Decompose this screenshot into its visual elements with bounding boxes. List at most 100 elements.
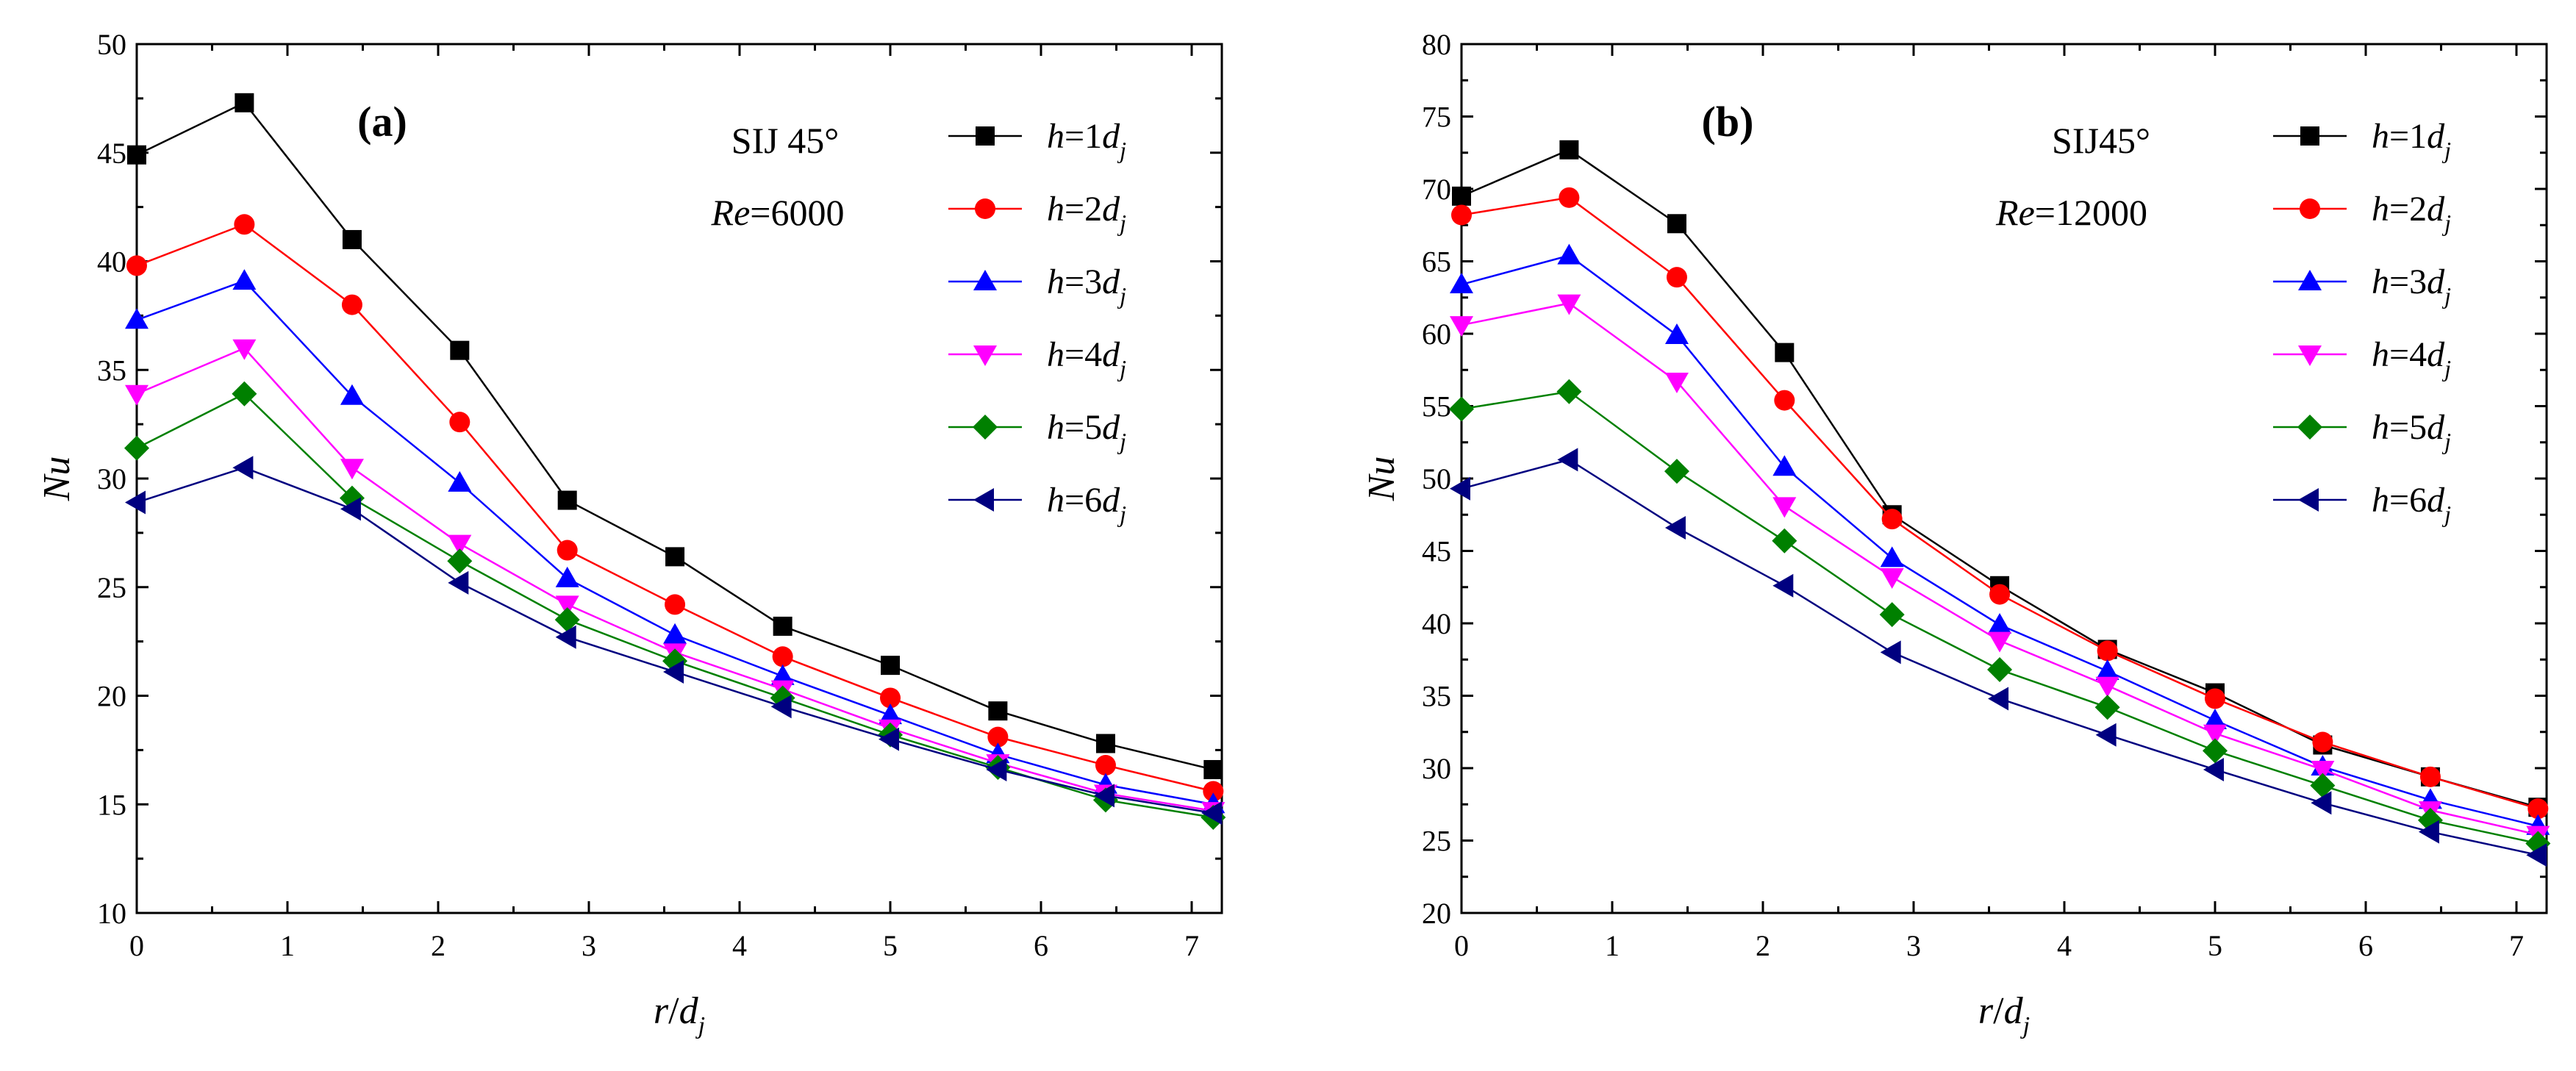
- legend-eq: =2: [1065, 190, 1102, 229]
- legend-marker: [2300, 198, 2320, 219]
- legend-d: d: [2427, 335, 2445, 374]
- data-point: [2203, 724, 2227, 745]
- data-point: [555, 595, 579, 617]
- data-point: [126, 255, 147, 276]
- data-point: [1667, 214, 1686, 234]
- series-4: [1449, 379, 2551, 856]
- x-axis-var: r: [654, 990, 669, 1032]
- legend-entry-3: h=4dj: [2273, 335, 2451, 382]
- legend-d: d: [1102, 190, 1120, 229]
- legend-d: d: [2427, 481, 2445, 520]
- y-tick-label: 25: [97, 571, 126, 604]
- legend-marker: [976, 126, 995, 146]
- legend-eq: =1: [1065, 117, 1102, 156]
- y-tick-label: 65: [1422, 246, 1451, 279]
- annotation-re-value: =12000: [2035, 192, 2147, 233]
- legend-var: h: [1047, 117, 1065, 156]
- data-point: [1556, 379, 1582, 404]
- data-point: [1664, 459, 1689, 484]
- legend-entry-2: h=3dj: [2273, 262, 2451, 309]
- data-point: [2203, 738, 2228, 764]
- data-point: [232, 381, 257, 406]
- data-point: [125, 490, 146, 515]
- data-point: [1880, 640, 1901, 665]
- y-axis-title: Nu: [36, 456, 78, 502]
- y-tick-label: 60: [1422, 318, 1451, 351]
- y-tick-label: 40: [1422, 607, 1451, 640]
- data-point: [341, 294, 362, 315]
- legend-label: h=3dj: [2372, 262, 2451, 309]
- legend-eq: =1: [2389, 117, 2427, 156]
- data-point: [773, 616, 793, 636]
- legend-eq: =3: [1065, 262, 1102, 301]
- y-tick-label: 75: [1422, 101, 1451, 134]
- x-axis-sub: j: [2020, 1012, 2030, 1039]
- x-tick-label: 1: [1605, 929, 1620, 962]
- legend-marker: [2297, 415, 2322, 440]
- series-0: [1452, 140, 2548, 817]
- annotation-re-var: Re: [1995, 192, 2035, 233]
- data-point: [1775, 343, 1795, 362]
- x-tick-label: 2: [1756, 929, 1770, 962]
- data-point: [2205, 688, 2225, 709]
- legend-label: h=5dj: [1047, 408, 1126, 454]
- x-tick-label: 7: [2509, 929, 2524, 962]
- legend-var: h: [2372, 262, 2389, 301]
- legend-entry-1: h=2dj: [2273, 190, 2451, 236]
- x-axis-var: r: [1978, 990, 1994, 1032]
- annotation-re-var: Re: [711, 192, 751, 233]
- series-2: [1450, 243, 2550, 835]
- series-1: [126, 214, 1224, 802]
- data-point: [2097, 640, 2118, 662]
- data-point: [1664, 373, 1689, 394]
- data-point: [1095, 755, 1116, 776]
- legend-var: h: [2372, 190, 2389, 229]
- x-tick-label: 0: [129, 929, 144, 962]
- data-point: [1988, 687, 2009, 711]
- y-tick-label: 20: [97, 680, 126, 713]
- x-tick-label: 6: [1034, 929, 1048, 962]
- legend-var: h: [2372, 408, 2389, 447]
- data-point: [1880, 567, 1904, 589]
- legend-sub: j: [1117, 501, 1126, 527]
- series-5: [125, 456, 1223, 825]
- legend-entry-1: h=2dj: [948, 190, 1126, 236]
- plot-frame: [1460, 43, 2548, 914]
- legend-d: d: [2427, 408, 2445, 447]
- legend-label: h=1dj: [1047, 117, 1126, 163]
- annotation-reynolds: Re=6000: [711, 192, 845, 233]
- legend-eq: =6: [1065, 481, 1102, 520]
- data-point: [2311, 760, 2335, 781]
- legend-label: h=1dj: [2372, 117, 2451, 163]
- data-point: [665, 547, 685, 567]
- data-point: [555, 625, 576, 649]
- data-point: [557, 490, 577, 510]
- legend-marker: [2298, 270, 2322, 290]
- legend-entry-5: h=6dj: [2273, 481, 2451, 527]
- legend-label: h=6dj: [2372, 481, 2451, 527]
- data-point: [988, 701, 1008, 721]
- x-axis-var2: d: [2004, 990, 2024, 1032]
- x-axis-var2: d: [679, 990, 699, 1032]
- y-tick-label: 70: [1422, 173, 1451, 206]
- data-point: [1557, 243, 1581, 265]
- legend-marker: [973, 415, 998, 440]
- y-tick-label: 40: [97, 246, 126, 279]
- data-point: [340, 384, 364, 405]
- legend-sub: j: [2441, 209, 2451, 236]
- series-0: [127, 93, 1223, 779]
- legend-marker: [973, 345, 997, 366]
- series-5: [1450, 448, 2547, 867]
- data-point: [1879, 602, 1905, 628]
- x-tick-label: 4: [732, 929, 747, 962]
- data-point: [770, 664, 795, 685]
- y-tick-label: 35: [1422, 680, 1451, 713]
- data-point: [2418, 820, 2439, 844]
- legend-var: h: [1047, 335, 1065, 374]
- data-point: [448, 470, 472, 492]
- legend-entry-5: h=6dj: [948, 481, 1126, 527]
- legend-sub: j: [2441, 282, 2451, 309]
- x-tick-label: 5: [883, 929, 898, 962]
- data-point: [447, 548, 473, 574]
